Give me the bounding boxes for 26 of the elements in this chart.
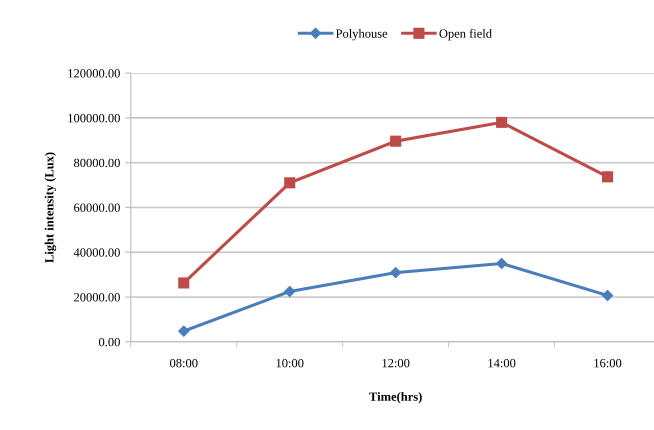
y-tick-label: 20000.00 <box>74 293 120 302</box>
x-tick-label: 14:00 <box>488 358 516 368</box>
point <box>390 267 402 278</box>
point <box>178 325 190 337</box>
x-tick-label: 16:00 <box>594 358 622 368</box>
point <box>178 277 190 289</box>
point <box>602 290 614 302</box>
x-tick-label: 08:00 <box>170 358 198 368</box>
y-tick-label: 100000.00 <box>68 114 120 122</box>
y-tick-label: 0.00 <box>98 338 120 346</box>
y-tick-label: 40000.00 <box>74 248 120 257</box>
x-axis-title: Time(hrs) <box>369 392 422 404</box>
y-tick-label: 120000.00 <box>68 69 120 78</box>
point <box>390 136 402 147</box>
point <box>284 286 296 298</box>
x-tick-label: 12:00 <box>382 358 410 368</box>
point <box>284 177 296 188</box>
y-tick-label: 60000.00 <box>74 204 120 212</box>
x-tick-label: 10:00 <box>276 358 304 368</box>
y-tick-label: 80000.00 <box>74 158 120 168</box>
point <box>496 116 508 128</box>
legend-label: Polyhouse <box>336 28 388 40</box>
point <box>602 171 614 182</box>
legend-label: Open field <box>439 28 492 40</box>
y-axis-title: Light intensity (Lux) <box>44 152 56 263</box>
point <box>496 258 508 270</box>
